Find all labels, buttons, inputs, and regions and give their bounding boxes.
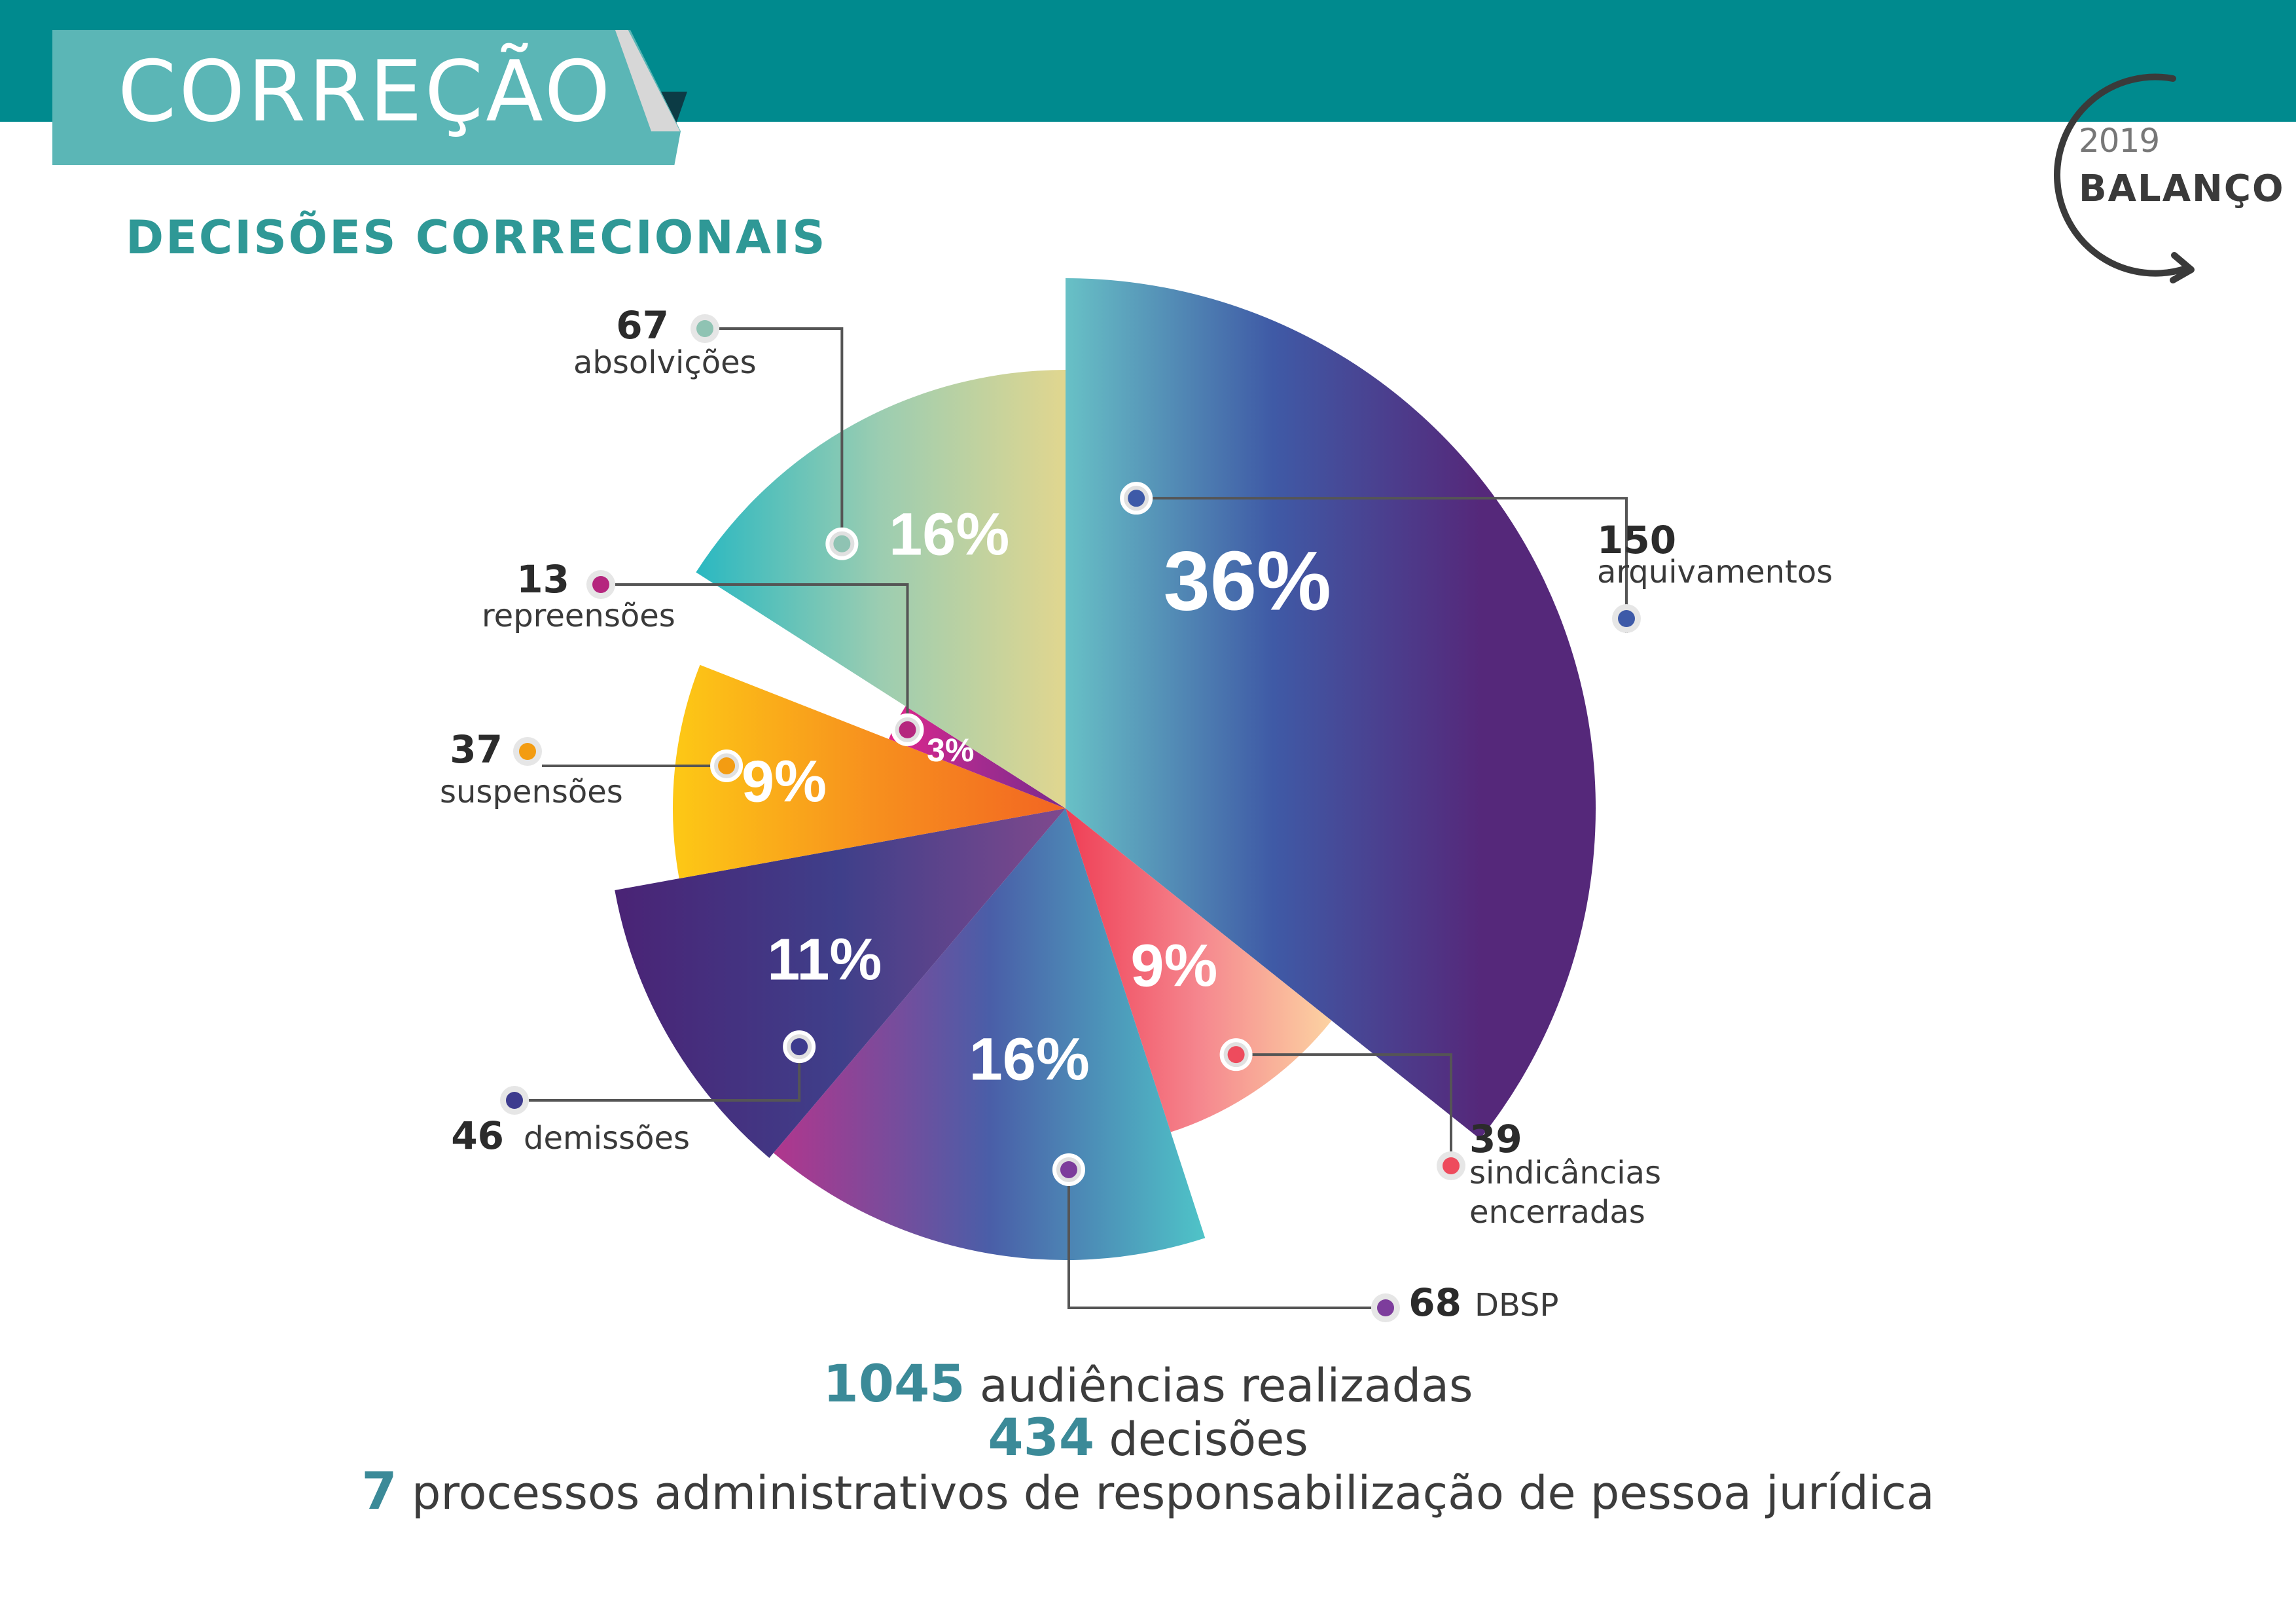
legend-dot-2 (1377, 1299, 1394, 1316)
pie-slice-0 (1066, 278, 1596, 1140)
leader-line-1 (1236, 1053, 1452, 1153)
markers-layer (710, 482, 1253, 1186)
marker-inner-2 (1060, 1161, 1077, 1178)
leader-line-5 (615, 583, 909, 730)
pie-slice-5 (889, 706, 1066, 808)
callout-label-4: suspensões (440, 774, 623, 810)
summary-line-1: 434 decisões (0, 1412, 2296, 1466)
summary-block: 1045 audiências realizadas 434 decisões 7 … (0, 1358, 2296, 1519)
callout-value-4: 37 (450, 727, 503, 772)
legend-dot-5 (592, 576, 609, 593)
percent-label-2: 16% (969, 1026, 1090, 1093)
pie-slice-3 (615, 808, 1066, 1158)
marker-inner-3 (791, 1038, 808, 1056)
marker-inner-1 (1227, 1046, 1245, 1064)
slices-layer (615, 278, 1596, 1260)
percent-label-6: 16% (889, 501, 1009, 568)
pie-slice-4 (673, 664, 1066, 879)
leader-line-6 (719, 327, 844, 544)
legend-dot-1 (1443, 1157, 1460, 1174)
callout-label-5: repreensões (482, 598, 675, 634)
section-title: DECISÕES CORRECIONAIS (126, 211, 827, 264)
pie-slice-1 (1066, 808, 1332, 1132)
summary-number-0: 1045 (823, 1355, 965, 1414)
logo-arrow-head-icon (2170, 252, 2195, 283)
percent-labels-layer: 36% 9% 16% 11% 9% 3% 16% (742, 501, 1331, 1093)
pie-slice-2 (773, 808, 1206, 1260)
callout-label-6: absolvições (573, 344, 757, 381)
leader-line-3 (529, 1047, 801, 1102)
summary-number-2: 7 (361, 1462, 397, 1521)
legend-dot-3 (506, 1092, 523, 1109)
callout-label-0: arquivamentos (1597, 554, 1833, 590)
callout-label-2: DBSP (1475, 1287, 1558, 1324)
summary-line-0: 1045 audiências realizadas (0, 1358, 2296, 1412)
leader-lines-layer (529, 327, 1628, 1309)
legend-dot-0 (1618, 610, 1635, 627)
leader-line-0 (1136, 497, 1628, 633)
logo-circular-arrow-icon (2054, 73, 2189, 277)
callout-value-2: 68 (1408, 1280, 1462, 1325)
callout-value-5: 13 (516, 557, 569, 602)
logo-word: BALANÇO (2079, 168, 2285, 210)
leader-line-2 (1067, 1169, 1371, 1309)
callout-value-0: 150 (1597, 518, 1676, 562)
percent-label-1: 9% (1130, 933, 1217, 1000)
balanco-logo (2054, 73, 2195, 283)
percent-label-4: 9% (742, 749, 827, 815)
pie-slice-6 (696, 370, 1066, 808)
callout-label-1: sindicâncias (1469, 1155, 1661, 1191)
callout-value-6: 67 (616, 303, 669, 348)
logo-year: 2019 (2079, 122, 2160, 160)
percent-label-0: 36% (1164, 534, 1331, 628)
legend-dot-4 (519, 743, 536, 760)
marker-inner-0 (1128, 490, 1145, 507)
callout-value-3: 46 (451, 1113, 504, 1158)
marker-inner-5 (899, 721, 916, 738)
callout-label-3: demissões (524, 1120, 690, 1157)
summary-line-2: 7 processos administrativos de responsab… (0, 1466, 2296, 1519)
callout-label-1-line2: encerradas (1469, 1194, 1645, 1231)
percent-label-3: 11% (767, 927, 882, 992)
percent-label-5: 3% (927, 732, 974, 768)
summary-text-0: audiências realizadas (965, 1359, 1473, 1413)
page-title: CORREÇÃO (118, 43, 613, 141)
title-tab (52, 30, 681, 165)
summary-text-2: processos administrativos de responsabil… (397, 1466, 1935, 1520)
summary-number-1: 434 (988, 1409, 1095, 1468)
legend-dot-6 (696, 320, 713, 337)
marker-inner-6 (833, 535, 851, 552)
marker-inner-4 (718, 757, 736, 774)
callout-value-1: 39 (1469, 1117, 1522, 1161)
summary-text-1: decisões (1094, 1413, 1308, 1466)
